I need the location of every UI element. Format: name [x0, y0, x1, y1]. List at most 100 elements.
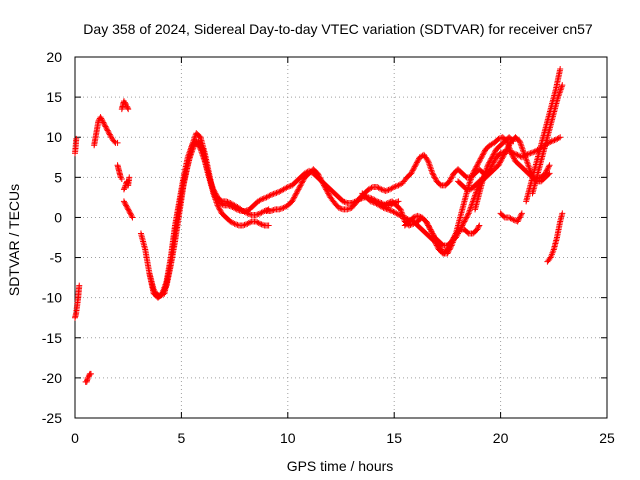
data-point — [523, 151, 530, 158]
data-point — [489, 154, 496, 161]
data-point — [481, 148, 488, 155]
data-point — [496, 159, 503, 166]
data-point — [472, 164, 479, 171]
data-point — [521, 152, 528, 159]
data-point — [129, 214, 136, 221]
data-point — [318, 177, 325, 184]
data-point — [247, 211, 254, 218]
data-point — [509, 137, 516, 144]
series-arc-7 — [120, 174, 133, 193]
data-point — [429, 230, 436, 237]
data-point — [294, 187, 301, 194]
data-point — [445, 249, 452, 256]
data-point — [299, 178, 306, 185]
data-point — [489, 152, 496, 159]
data-point — [391, 183, 398, 190]
data-point — [265, 222, 272, 229]
data-point — [464, 211, 471, 218]
data-point — [235, 206, 242, 213]
data-point — [437, 245, 444, 252]
axis-ticks — [74, 56, 608, 419]
data-point — [272, 190, 279, 197]
data-point — [300, 177, 307, 184]
data-point — [240, 222, 247, 229]
data-point — [102, 123, 109, 130]
data-point — [232, 205, 239, 212]
data-point — [252, 212, 259, 219]
data-point — [118, 175, 125, 182]
data-point — [459, 222, 466, 229]
data-point — [471, 167, 478, 174]
x-tick-label: 0 — [71, 430, 79, 446]
data-point — [456, 227, 463, 234]
data-point — [321, 183, 328, 190]
data-point — [259, 221, 266, 228]
data-point — [430, 172, 437, 179]
series-arc-20 — [529, 82, 566, 197]
data-marks — [72, 66, 566, 385]
data-point — [384, 187, 391, 194]
data-point — [557, 66, 564, 73]
data-point — [527, 150, 534, 157]
data-point — [217, 207, 224, 214]
x-tick-label: 25 — [599, 430, 615, 446]
data-point — [462, 215, 469, 222]
data-point — [545, 171, 552, 178]
data-point — [557, 134, 564, 141]
series-arc-21 — [544, 210, 566, 265]
data-point — [320, 181, 327, 188]
series-arc-2 — [72, 282, 83, 321]
data-point — [510, 138, 517, 145]
data-point — [475, 159, 482, 166]
data-point — [518, 210, 525, 217]
data-point — [506, 142, 513, 149]
x-tick-label: 15 — [386, 430, 402, 446]
data-point — [231, 220, 238, 227]
data-point — [290, 195, 297, 202]
data-point — [516, 215, 523, 222]
x-tick-label: 20 — [493, 430, 509, 446]
series-arc-1 — [72, 135, 80, 157]
data-point — [98, 116, 105, 123]
data-point — [392, 183, 399, 190]
data-point — [480, 150, 487, 157]
data-point — [106, 130, 113, 137]
data-point — [269, 191, 276, 198]
data-point — [479, 151, 486, 158]
series-arc-8 — [120, 198, 136, 221]
data-point — [455, 229, 462, 236]
data-point — [412, 162, 419, 169]
data-point — [338, 205, 345, 212]
data-point — [517, 213, 524, 220]
data-point — [370, 199, 377, 206]
data-point — [342, 199, 349, 206]
data-point — [516, 214, 523, 221]
data-point — [508, 149, 515, 156]
data-point — [408, 221, 415, 228]
data-point — [125, 206, 132, 213]
data-point — [245, 210, 252, 217]
data-point — [478, 154, 485, 161]
data-point — [469, 170, 476, 177]
data-point — [544, 166, 551, 173]
data-point — [114, 139, 121, 146]
data-point — [524, 151, 531, 158]
data-point — [126, 174, 133, 181]
data-point — [410, 214, 417, 221]
data-point — [528, 149, 535, 156]
data-point — [87, 370, 94, 377]
data-point — [499, 155, 506, 162]
data-point — [462, 217, 469, 224]
data-point — [484, 162, 491, 169]
data-point — [559, 82, 566, 89]
y-tick-label: -5 — [50, 250, 63, 266]
data-point — [496, 160, 503, 167]
series-arc-5 — [114, 162, 125, 182]
data-point — [510, 150, 517, 157]
data-point — [425, 223, 432, 230]
data-point — [408, 168, 415, 175]
data-point — [486, 159, 493, 166]
data-point — [215, 203, 222, 210]
